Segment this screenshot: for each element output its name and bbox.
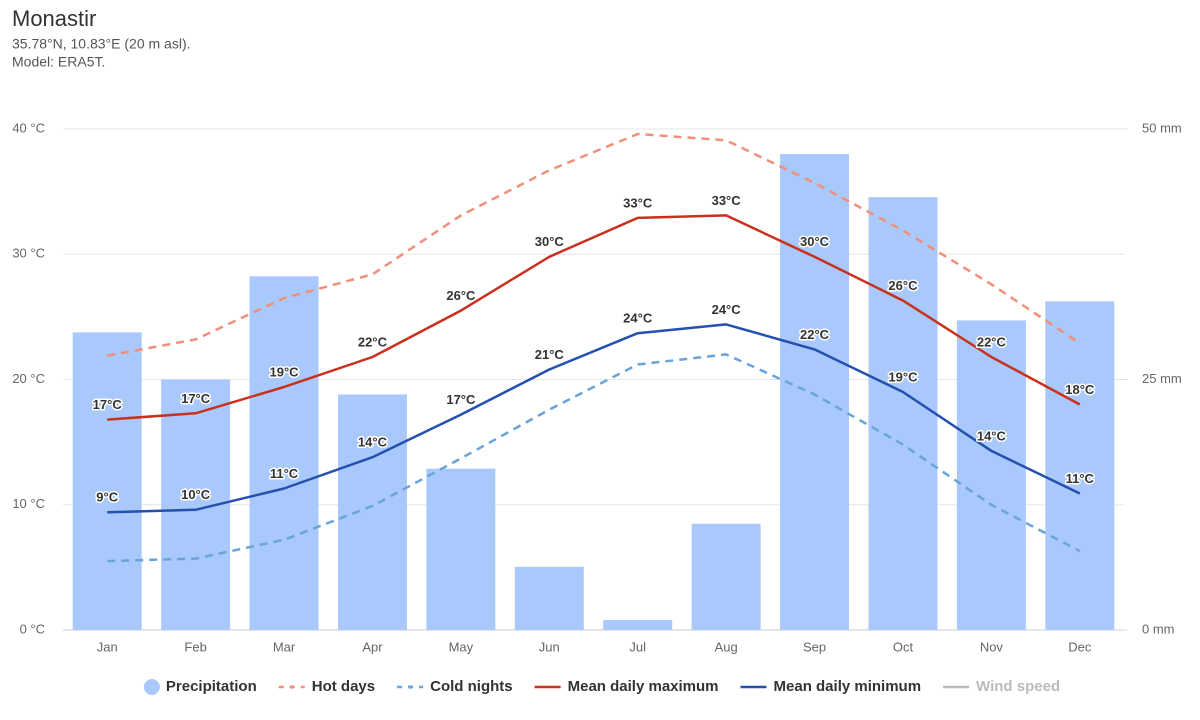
data-label: 11°C — [1066, 471, 1095, 486]
chart-subtitle: 35.78°N, 10.83°E (20 m asl). — [12, 36, 191, 52]
data-label: 33°C — [712, 193, 742, 208]
legend-label: Precipitation — [166, 678, 257, 695]
line — [107, 353, 1081, 563]
bar — [514, 566, 584, 630]
legend-label: Wind speed — [976, 678, 1060, 695]
data-label: 33°C — [623, 195, 653, 210]
bar — [603, 619, 673, 630]
data-label: 11°C — [270, 466, 299, 481]
bar — [868, 197, 938, 631]
y-tick-label: 40 °C — [12, 120, 45, 135]
data-label: 26°C — [888, 278, 918, 293]
data-label: 17°C — [181, 391, 211, 406]
x-tick-label: Nov — [980, 639, 1004, 654]
y-tick-label: 0 °C — [20, 621, 45, 636]
data-label: 21°C — [535, 347, 565, 362]
bar — [691, 523, 761, 630]
legend-label: Mean daily minimum — [774, 678, 922, 695]
bar — [249, 276, 319, 630]
bar — [956, 320, 1026, 630]
x-tick-label: Oct — [893, 639, 914, 654]
bar — [1045, 301, 1115, 630]
data-label: 18°C — [1065, 382, 1095, 397]
chart-title: Monastir — [12, 6, 96, 31]
y2-tick-label: 50 mm — [1142, 120, 1182, 135]
x-tick-label: Aug — [715, 639, 738, 654]
data-label: 30°C — [800, 234, 830, 249]
data-label: 26°C — [446, 288, 476, 303]
x-tick-label: Feb — [184, 639, 206, 654]
legend: Precipitation Hot days Cold nights Mean dai… — [143, 678, 1060, 695]
x-tick-label: Apr — [362, 639, 383, 654]
legend-label: Hot days — [312, 678, 375, 695]
legend-label: Mean daily maximum — [568, 678, 719, 695]
data-label: 22°C — [800, 327, 830, 342]
data-label: 30°C — [535, 234, 565, 249]
y2-tick-label: 0 mm — [1142, 621, 1175, 636]
line — [107, 214, 1081, 421]
x-tick-label: Dec — [1068, 639, 1092, 654]
y-tick-label: 20 °C — [12, 371, 45, 386]
x-tick-label: Sep — [803, 639, 826, 654]
y2-tick-label: 25 mm — [1142, 371, 1182, 386]
x-tick-label: May — [449, 639, 474, 654]
bar — [426, 468, 496, 630]
data-label: 22°C — [977, 334, 1007, 349]
data-label: 14°C — [358, 435, 388, 450]
y-tick-label: 30 °C — [12, 246, 45, 261]
x-tick-label: Jun — [539, 639, 560, 654]
data-label: 10°C — [181, 487, 211, 502]
x-tick-label: Mar — [273, 639, 296, 654]
legend-label: Cold nights — [430, 678, 513, 695]
legend-marker — [289, 685, 294, 689]
x-tick-label: Jul — [629, 639, 646, 654]
bar — [72, 332, 142, 630]
line — [107, 323, 1081, 514]
legend-marker — [408, 685, 412, 689]
bar — [780, 154, 850, 631]
data-label: 24°C — [623, 311, 653, 326]
line — [106, 132, 1081, 357]
x-tick-label: Jan — [97, 639, 118, 654]
data-label: 17°C — [93, 397, 123, 412]
data-label: 19°C — [270, 364, 300, 379]
bar — [337, 394, 407, 630]
data-label: 24°C — [712, 302, 742, 317]
data-label: 19°C — [888, 369, 918, 384]
legend-marker — [143, 679, 160, 695]
data-label: 9°C — [96, 490, 118, 505]
data-label: 14°C — [977, 428, 1007, 443]
chart-subtitle: Model: ERA5T. — [12, 54, 105, 70]
data-label: 17°C — [446, 392, 476, 407]
y-tick-label: 10 °C — [12, 496, 45, 511]
data-label: 22°C — [358, 334, 388, 349]
